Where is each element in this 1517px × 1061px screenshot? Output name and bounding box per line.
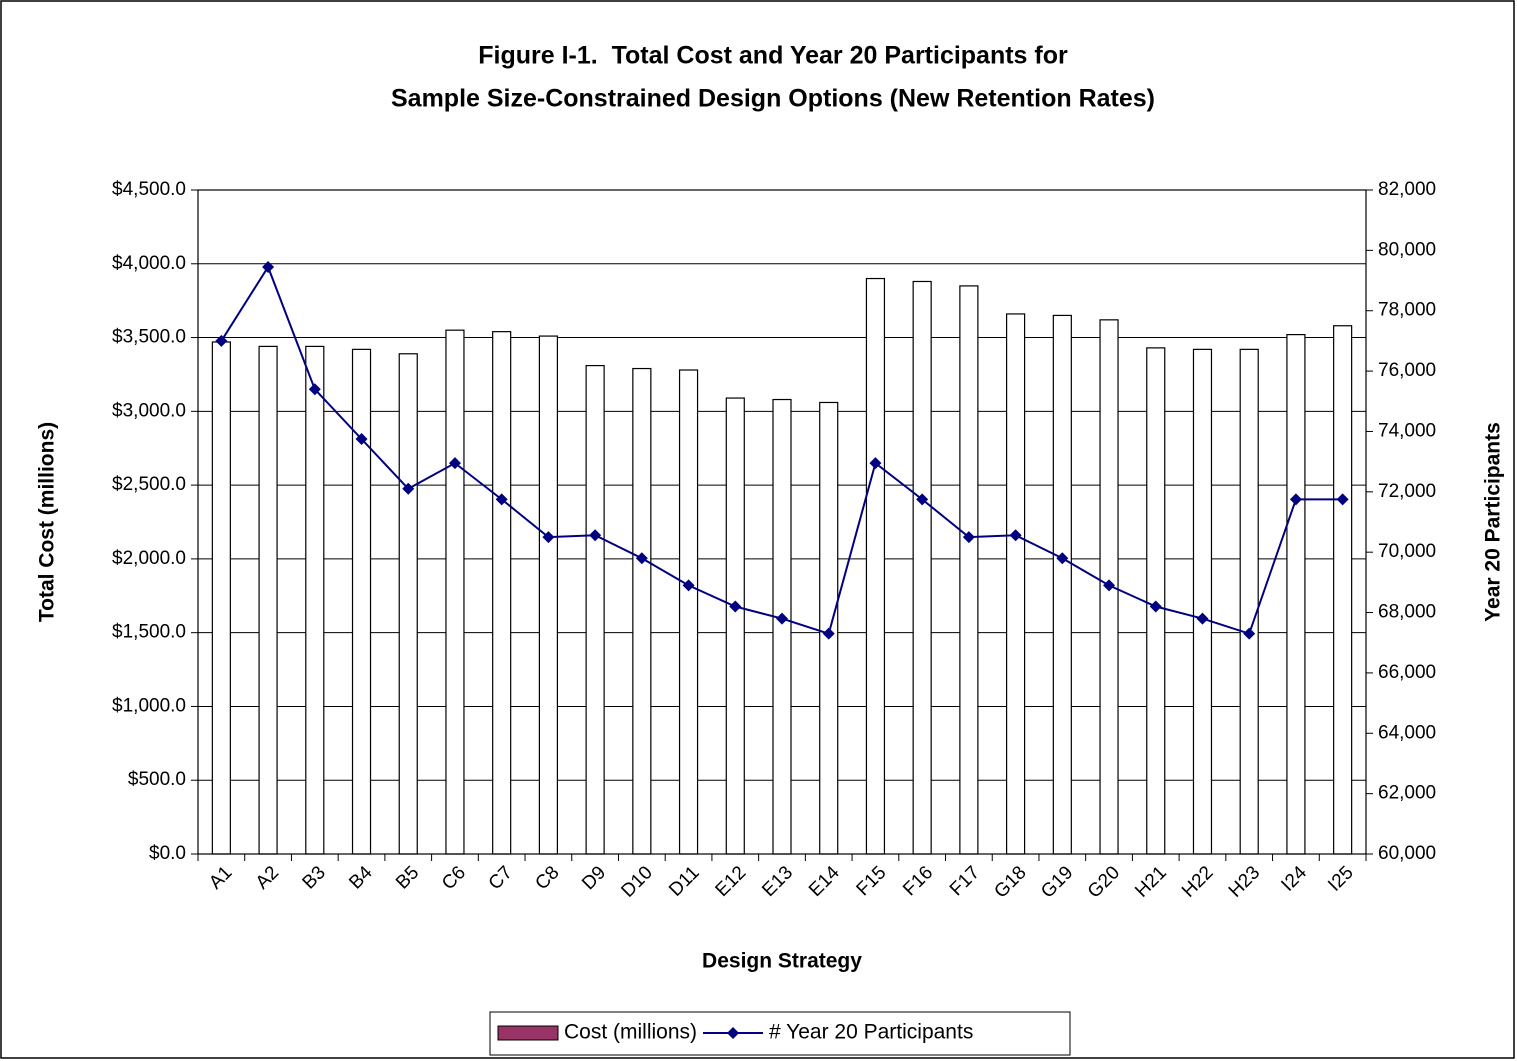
y2-tick-label: 66,000	[1378, 662, 1436, 683]
y2-tick-label: 70,000	[1378, 541, 1436, 562]
legend-marker	[727, 1027, 740, 1039]
y-tick-label: $0.0	[149, 843, 186, 864]
line-marker	[962, 531, 975, 544]
bar	[492, 331, 512, 855]
bar	[959, 285, 979, 855]
y2-tick-label: 68,000	[1378, 602, 1436, 623]
legend-swatch	[497, 1025, 559, 1041]
y2-tick-label: 62,000	[1378, 783, 1436, 804]
plot-border	[197, 189, 1367, 855]
bar	[1192, 348, 1213, 855]
line-marker	[869, 457, 882, 470]
line-marker	[1056, 552, 1069, 565]
line-marker	[1289, 493, 1302, 506]
bar	[351, 348, 372, 855]
y-axis-title: Total Cost (millions)	[36, 422, 59, 622]
line-marker	[1149, 600, 1162, 613]
bar	[445, 329, 465, 855]
y2-tick-label: 72,000	[1378, 481, 1436, 502]
y2-tick-label: 82,000	[1378, 179, 1436, 200]
line-marker	[495, 493, 508, 506]
bar	[1005, 313, 1026, 855]
y2-tick-label: 64,000	[1378, 722, 1436, 743]
y-tick-label: $4,000.0	[112, 253, 186, 274]
bar	[1239, 348, 1259, 855]
line-marker	[215, 334, 228, 347]
line-marker	[682, 579, 695, 592]
line-marker	[1196, 612, 1209, 625]
bar	[211, 341, 231, 855]
bar	[398, 353, 418, 855]
line-marker	[635, 552, 648, 565]
y-tick-label: $2,000.0	[112, 548, 186, 569]
bar	[865, 277, 886, 855]
line-marker	[542, 531, 555, 544]
y2-tick-label: 78,000	[1378, 300, 1436, 321]
bar	[772, 398, 792, 855]
y-tick-label: $3,000.0	[112, 400, 186, 421]
bar	[912, 280, 932, 855]
line-marker	[262, 260, 275, 273]
bar	[538, 335, 559, 855]
bar	[678, 369, 699, 855]
y-tick-label: $1,000.0	[112, 695, 186, 716]
legend-box	[489, 1011, 1071, 1056]
y-tick-label: $4,500.0	[112, 179, 186, 200]
bar	[258, 345, 278, 855]
line-marker	[776, 612, 788, 625]
line-marker	[448, 457, 461, 470]
legend-label: # Year 20 Participants	[769, 1021, 973, 1044]
line-marker	[1243, 627, 1256, 640]
line-marker	[1103, 579, 1116, 592]
x-axis-title: Design Strategy	[702, 950, 862, 973]
bar	[305, 345, 325, 855]
line-marker	[1336, 493, 1349, 506]
y2-tick-label: 80,000	[1378, 239, 1436, 260]
bar	[1052, 314, 1072, 855]
y2-tick-label: 74,000	[1378, 420, 1436, 441]
line-marker	[822, 627, 835, 640]
chart-title: Sample Size-Constrained Design Options (…	[391, 85, 1155, 113]
bar	[1286, 334, 1306, 855]
line-marker	[916, 493, 929, 506]
y2-axis-title: Year 20 Participants	[1482, 422, 1505, 622]
y-tick-label: $500.0	[128, 769, 186, 790]
chart-title: Figure I-1. Total Cost and Year 20 Parti…	[478, 42, 1068, 70]
line-marker	[729, 600, 742, 613]
bar	[725, 397, 745, 855]
bar	[1333, 325, 1353, 855]
y2-tick-label: 76,000	[1378, 360, 1436, 381]
line-marker	[355, 433, 368, 445]
bar	[632, 367, 652, 855]
legend-label: Cost (millions)	[564, 1021, 697, 1044]
line-marker	[1009, 529, 1022, 542]
y-tick-label: $1,500.0	[112, 622, 186, 643]
bar	[585, 364, 605, 855]
line-marker	[589, 529, 602, 542]
y-tick-label: $2,500.0	[112, 474, 186, 495]
y2-tick-label: 60,000	[1378, 843, 1436, 864]
y-tick-label: $3,500.0	[112, 327, 186, 348]
line-marker	[402, 482, 415, 495]
line-marker	[308, 383, 321, 396]
